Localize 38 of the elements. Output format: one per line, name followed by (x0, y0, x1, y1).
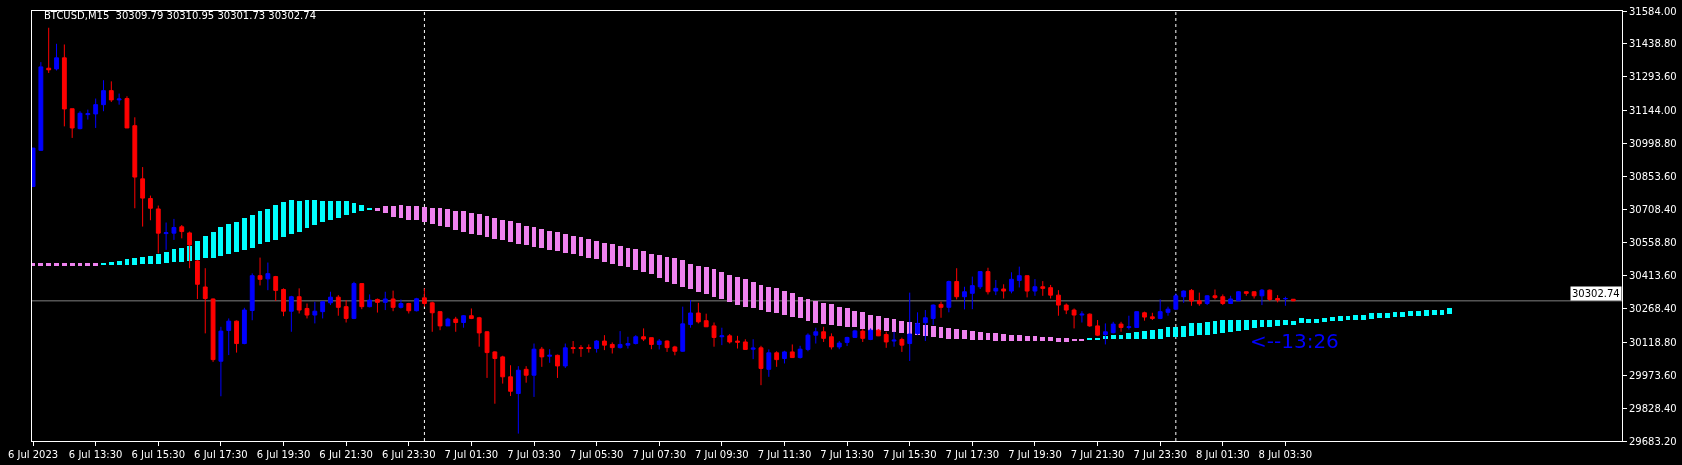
y-tick-label: 31293.60 (1629, 71, 1677, 83)
y-tick-label: 30268.40 (1629, 303, 1677, 315)
x-tick-label: 7 Jul 19:30 (1008, 449, 1062, 460)
y-tick-label: 30118.80 (1629, 336, 1677, 348)
ref-line-label: 30302.74 (1572, 288, 1620, 299)
y-tick-label: 30413.60 (1629, 270, 1677, 282)
chart-title: BTCUSD,M15 30309.79 30310.95 30301.73 30302.74 (44, 9, 317, 21)
y-tick-label: 31144.00 (1629, 105, 1677, 117)
x-tick-label: 7 Jul 23:30 (1133, 449, 1187, 460)
x-tick-label: 6 Jul 15:30 (131, 449, 186, 460)
x-tick-label: 6 Jul 21:30 (319, 449, 373, 460)
x-tick-label: 7 Jul 11:30 (757, 449, 812, 460)
y-tick-label: 30558.80 (1629, 237, 1677, 249)
x-tick-label: 7 Jul 01:30 (444, 449, 499, 460)
y-tick-label: 31438.80 (1629, 38, 1677, 50)
x-tick-label: 6 Jul 23:30 (381, 449, 436, 460)
x-tick-label: 7 Jul 21:30 (1070, 449, 1125, 460)
x-tick-label: 7 Jul 17:30 (945, 449, 1000, 460)
x-tick-label: 8 Jul 01:30 (1196, 449, 1250, 460)
x-tick-label: 6 Jul 17:30 (194, 449, 248, 460)
x-tick-label: 6 Jul 2023 (7, 449, 59, 460)
x-tick-label: 7 Jul 13:30 (820, 449, 874, 460)
x-tick-label: 6 Jul 13:30 (68, 449, 123, 460)
y-tick-label: 30853.60 (1629, 170, 1677, 182)
y-tick-label: 29973.60 (1629, 369, 1677, 381)
x-tick-label: 7 Jul 09:30 (695, 449, 749, 460)
x-tick-label: 7 Jul 03:30 (507, 449, 561, 460)
annotation: <--13:26 (1250, 329, 1339, 353)
y-tick-label: 30998.80 (1629, 137, 1677, 149)
x-tick-label: 8 Jul 03:30 (1258, 449, 1313, 460)
y-tick-label: 30708.40 (1629, 203, 1677, 215)
y-tick-label: 29828.40 (1629, 402, 1677, 414)
y-tick-label: 31584.00 (1629, 5, 1677, 17)
y-tick-label: 29683.20 (1629, 435, 1677, 447)
x-tick-label: 6 Jul 19:30 (256, 449, 311, 460)
x-tick-label: 7 Jul 05:30 (569, 449, 624, 460)
x-tick-label: 7 Jul 07:30 (632, 449, 687, 460)
x-tick-label: 7 Jul 15:30 (882, 449, 937, 460)
